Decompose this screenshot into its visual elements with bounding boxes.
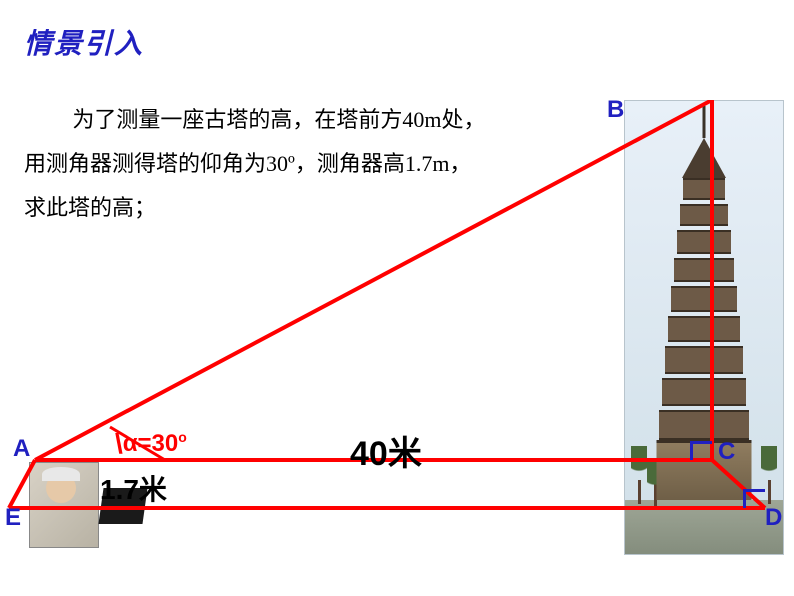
- point-E: E: [5, 504, 21, 532]
- instrument-height-label: 1.7米: [100, 468, 167, 508]
- point-D: D: [765, 504, 782, 532]
- section-title: 情景引入: [24, 22, 144, 62]
- point-B: B: [607, 96, 624, 124]
- point-A: A: [13, 435, 30, 463]
- distance-label: 40米: [350, 426, 422, 475]
- line-AB: [35, 100, 712, 460]
- geometry-overlay: [5, 100, 790, 580]
- angle-text: α=30: [123, 430, 178, 457]
- angle-label: \α=30o: [115, 428, 187, 460]
- point-C: C: [718, 438, 735, 466]
- right-angle-D: [743, 489, 765, 508]
- angle-degree-mark: o: [178, 429, 187, 445]
- diagram: A B C D E \α=30o 40米 1.7米: [5, 100, 790, 580]
- line-AE: [9, 460, 35, 508]
- right-angle-C: [690, 441, 712, 460]
